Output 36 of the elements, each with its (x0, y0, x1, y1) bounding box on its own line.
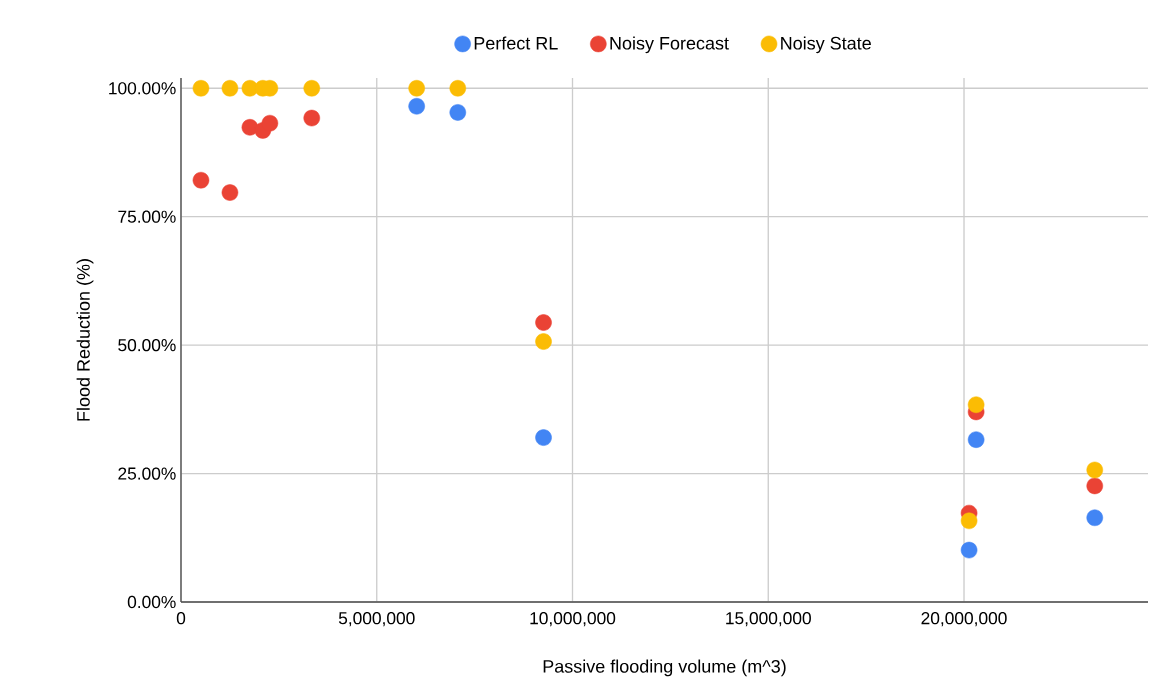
legend-label: Noisy Forecast (610, 36, 729, 54)
point (535, 429, 552, 446)
y-tick-label: 25.00% (118, 467, 176, 480)
legend-label: Noisy State (781, 36, 871, 54)
y-tick-label: 50.00% (118, 338, 176, 352)
point (192, 80, 210, 97)
point (221, 184, 239, 201)
point (967, 396, 985, 413)
y-axis-title: Flood Reduction (%) (76, 259, 94, 421)
point (960, 541, 978, 559)
point (303, 109, 321, 127)
x-axis-title: Passive flooding volume (m^3) (543, 659, 786, 677)
point (1086, 461, 1104, 479)
x-tick-label: 0 (176, 612, 186, 625)
point (303, 80, 321, 97)
point (192, 171, 210, 189)
point (960, 512, 978, 530)
point (967, 431, 985, 448)
point (221, 80, 239, 97)
point (408, 97, 425, 115)
y-tick-label: 100.00% (109, 82, 176, 95)
point (408, 80, 425, 97)
x-tick-label: 10,000,000 (530, 612, 616, 627)
point (535, 314, 552, 331)
point (449, 80, 467, 97)
point (1086, 477, 1104, 495)
point (535, 333, 552, 350)
legend-label: Perfect RL (474, 36, 558, 50)
point (261, 114, 279, 132)
x-tick-label: 20,000,000 (921, 612, 1007, 627)
y-tick-label: 75.00% (118, 210, 176, 223)
point (449, 104, 467, 121)
point (1086, 509, 1104, 527)
y-tick-label: 0.00% (127, 595, 176, 609)
x-tick-label: 5,000,000 (338, 612, 415, 627)
x-tick-label: 15,000,000 (726, 612, 811, 627)
